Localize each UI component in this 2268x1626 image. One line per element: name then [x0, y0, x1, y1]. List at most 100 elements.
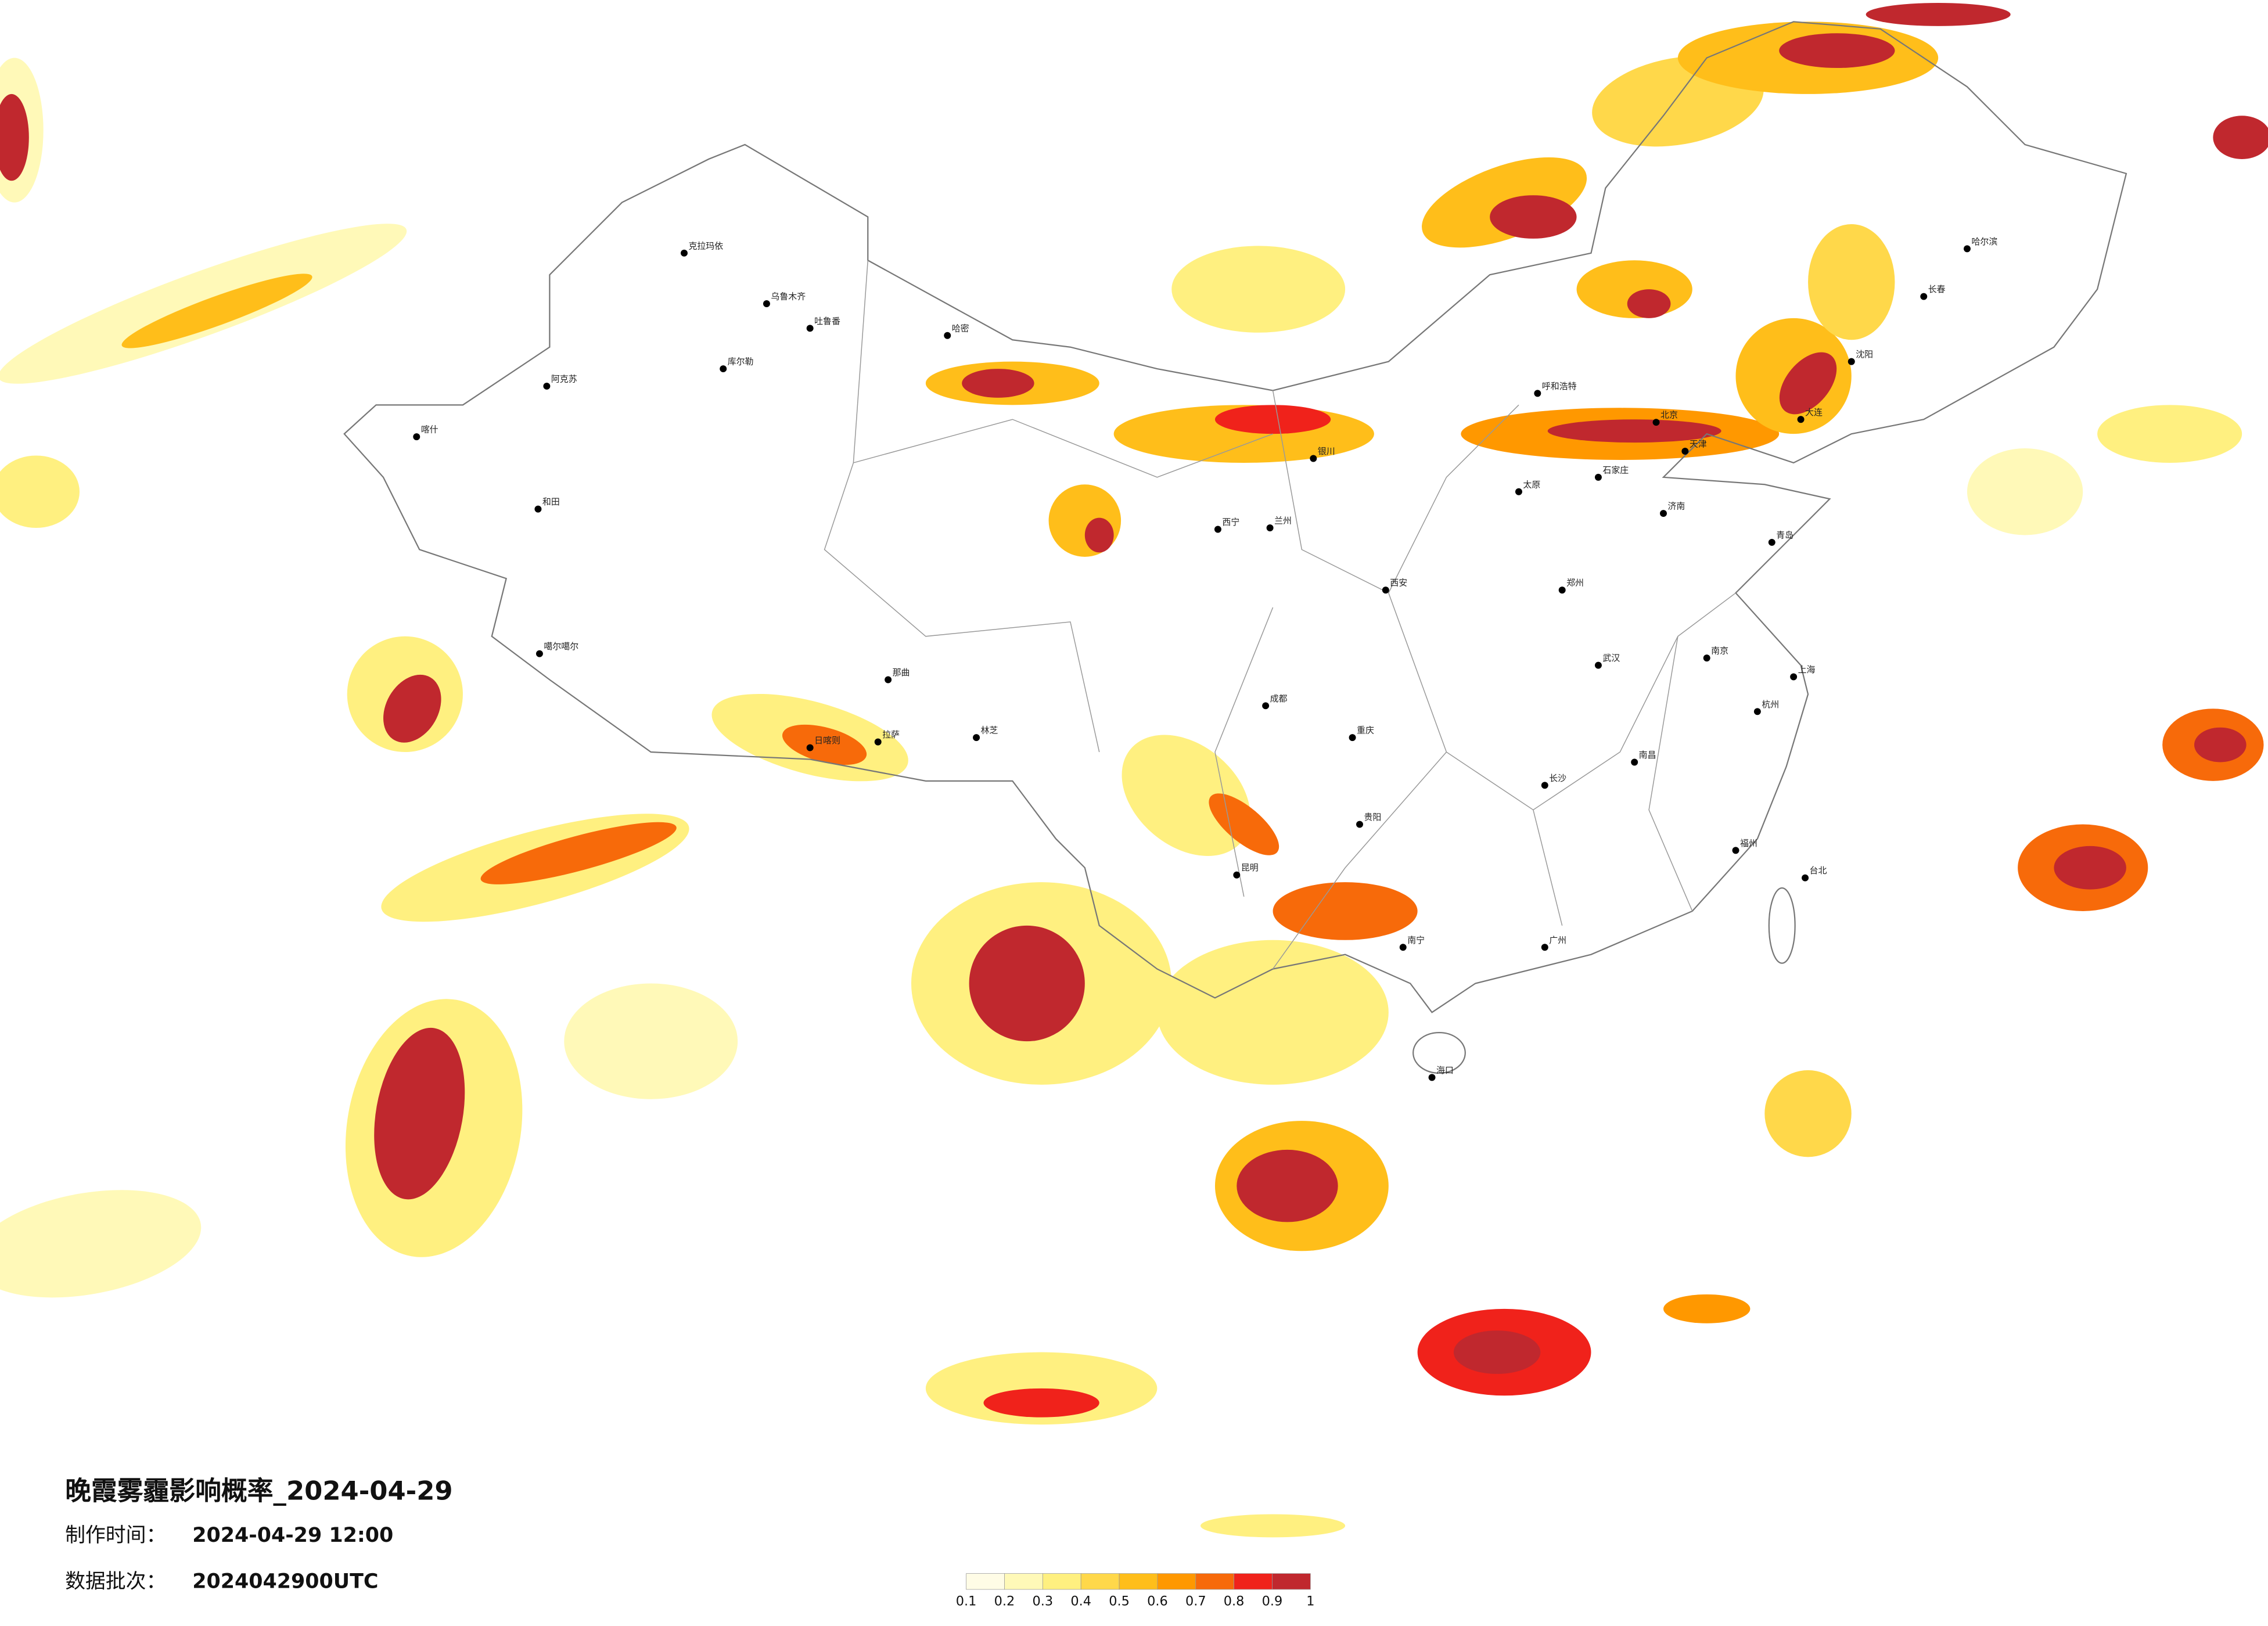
city-label: 昆明: [1241, 862, 1259, 873]
legend-tick-label: 0.1: [956, 1593, 977, 1609]
city-label: 重庆: [1357, 725, 1374, 736]
legend-swatch: [1004, 1573, 1043, 1590]
city-label: 乌鲁木齐: [771, 292, 806, 302]
legend-tick-label: 0.9: [1262, 1593, 1283, 1609]
probability-area: [1237, 1149, 1338, 1222]
city-dot: [1768, 538, 1775, 546]
city-dot: [806, 325, 814, 332]
city-label: 台北: [1810, 865, 1827, 876]
probability-area: [1779, 352, 1837, 415]
probability-area: [480, 822, 677, 884]
probability-area: [969, 925, 1085, 1042]
probability-area: [0, 455, 80, 528]
city-label: 林芝: [981, 725, 998, 736]
city-label: 日喀则: [814, 735, 840, 746]
probability-area: [1157, 940, 1389, 1085]
probability-area: [383, 674, 441, 743]
city-dot: [1848, 358, 1855, 365]
city-dot: [1732, 847, 1739, 854]
city-dot: [885, 676, 892, 684]
city-label: 太原: [1523, 479, 1540, 490]
legend-swatch: [1157, 1573, 1196, 1590]
city-dot: [1753, 708, 1761, 715]
city-label: 银川: [1318, 446, 1335, 456]
probability-area: [0, 1190, 202, 1298]
probability-area: [2213, 116, 2268, 159]
city-dot: [534, 505, 542, 513]
city-label: 贵阳: [1364, 812, 1381, 822]
city-dot: [1541, 782, 1548, 789]
city-dot: [1652, 419, 1660, 426]
city-dot: [1262, 702, 1270, 710]
city-label: 南京: [1711, 646, 1728, 656]
legend-tick-label: 0.4: [1070, 1593, 1091, 1609]
province-borders: [824, 260, 1736, 970]
city-label: 库尔勒: [728, 357, 754, 367]
legend-tick-label: 0.6: [1147, 1593, 1168, 1609]
city-dot: [1802, 874, 1809, 882]
probability-area: [983, 1388, 1099, 1418]
city-dot: [1964, 245, 1971, 253]
country-border: [343, 21, 2127, 1013]
probability-area: [1779, 33, 1895, 69]
probability-area: [1214, 405, 1331, 434]
city-label: 阿克苏: [551, 373, 577, 384]
legend-swatch: [1119, 1573, 1158, 1590]
city-label: 哈尔滨: [1971, 236, 1997, 247]
city-dot: [1214, 526, 1221, 533]
probability-area: [1764, 1070, 1852, 1157]
probability-area: [1808, 224, 1895, 340]
city-label: 大连: [1805, 407, 1823, 418]
city-label: 那曲: [893, 667, 910, 678]
city-dot: [1920, 293, 1928, 300]
taiwan-outline: [1768, 887, 1796, 964]
legend-tick-label: 0.5: [1109, 1593, 1130, 1609]
city-label: 海口: [1436, 1065, 1454, 1075]
city-label: 喀什: [421, 425, 438, 435]
legend-tick-label: 0.3: [1033, 1593, 1054, 1609]
city-dot: [1349, 734, 1356, 742]
city-label: 北京: [1660, 410, 1678, 420]
city-dot: [1660, 510, 1667, 517]
city-label: 石家庄: [1602, 465, 1629, 475]
probability-area: [374, 1027, 465, 1200]
city-dot: [535, 650, 543, 657]
probability-area: [1663, 1294, 1751, 1323]
probability-area: [564, 983, 738, 1099]
city-label: 天津: [1690, 439, 1707, 449]
probability-area: [1122, 735, 1250, 856]
legend-tick-label: 0.2: [994, 1593, 1015, 1609]
probability-area: [1490, 195, 1577, 239]
hainan-outline: [1412, 1032, 1466, 1074]
city-label: 呼和浩特: [1542, 381, 1577, 391]
city-dot: [720, 365, 727, 373]
city-label: 拉萨: [882, 729, 900, 740]
city-dot: [413, 433, 420, 441]
legend-tick-label: 0.8: [1224, 1593, 1245, 1609]
probability-area: [121, 274, 312, 348]
probability-area: [1967, 448, 2083, 535]
city-dot: [1356, 821, 1363, 828]
probability-field: [0, 2, 2268, 1538]
city-dot: [1428, 1074, 1436, 1081]
city-label: 吐鲁番: [814, 316, 840, 326]
city-dot: [806, 744, 814, 751]
legend-swatch: [1195, 1573, 1234, 1590]
city-label: 噶尔噶尔: [544, 641, 578, 652]
city-label: 上海: [1798, 664, 1816, 675]
legend-swatch: [1234, 1573, 1273, 1590]
probability-area: [2194, 727, 2247, 762]
city-dot: [1534, 390, 1541, 397]
city-label: 和田: [542, 497, 560, 507]
city-dot: [763, 300, 770, 307]
probability-area: [1171, 246, 1346, 333]
city-dot: [1310, 455, 1317, 462]
city-dot: [874, 738, 882, 746]
city-label: 长沙: [1549, 773, 1566, 783]
legend-swatch: [1042, 1573, 1081, 1590]
probability-area: [2097, 405, 2242, 463]
probability-area: [782, 724, 867, 765]
city-dot: [1594, 661, 1602, 669]
city-label: 杭州: [1762, 699, 1779, 710]
